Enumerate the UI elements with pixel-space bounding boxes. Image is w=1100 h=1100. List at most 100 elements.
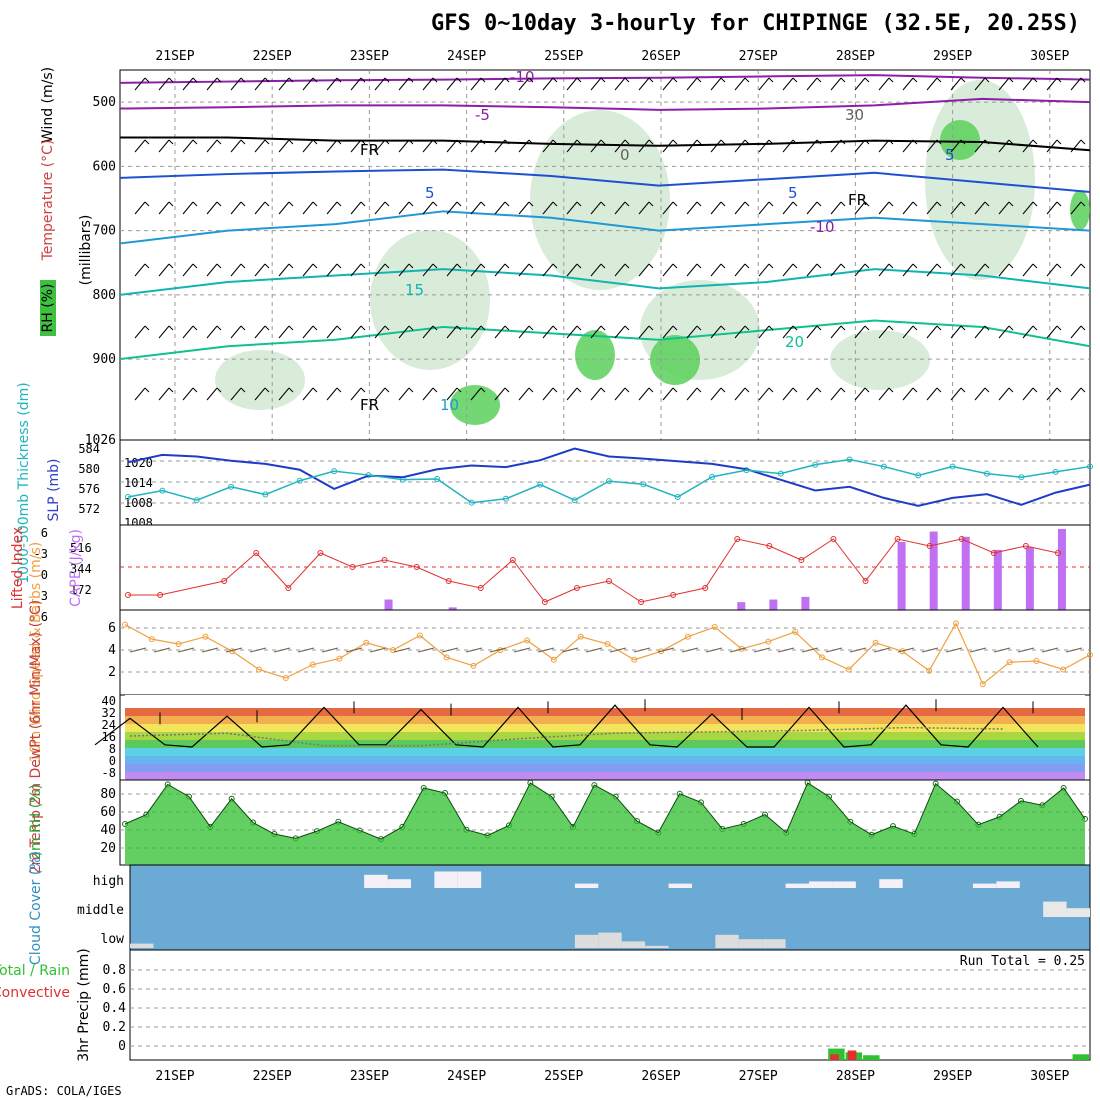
upper-wind-barb-flag [192,201,198,207]
isotherm-label: FR [360,141,379,159]
upper-wind-barb [638,201,650,215]
precip-tick: 0.6 [103,982,126,997]
upper-wind-barb [758,201,770,215]
upper-wind-barb-flag [312,139,318,145]
upper-wind-barb [398,139,410,153]
upper-wind-barb [926,263,938,277]
upper-wind-barb-flag [408,139,414,145]
temp-band [125,740,1085,748]
upper-wind-barb [230,325,242,339]
lifted-point [670,592,677,598]
upper-wind-barb [974,77,986,91]
upper-wind-barb-flag [264,77,270,83]
upper-wind-barb-flag [600,325,606,331]
lifted-tick: 0 [41,568,48,582]
upper-wind-barb [638,325,650,339]
surface-wind-barb [729,647,747,653]
upper-wind-barb-flag [720,263,726,269]
upper-wind-barb [422,139,434,153]
isotherm-20 [119,319,1091,361]
upper-wind-barb-flag [936,263,942,269]
upper-wind-barb-flag [552,387,558,393]
upper-wind-barb [446,263,458,277]
upper-wind-barb [854,387,866,401]
cape-tick: 516 [70,541,92,555]
bottom-date-tick: 24SEP [447,1069,486,1084]
upper-wind-barb [158,139,170,153]
upper-wind-barb [302,387,314,401]
upper-wind-barb [182,387,194,401]
surface-wind-barb [177,647,195,653]
upper-wind-barb-flag [816,139,822,145]
upper-wind-barb-flag [960,77,966,83]
temp-tick: 32 [102,706,116,720]
upper-wind-barb-flag [312,201,318,207]
temp-tick: 0 [109,754,116,768]
surface-wind-barb [321,647,339,653]
upper-wind-barb-flag [912,77,918,83]
bottom-date-tick: 30SEP [1030,1069,1069,1084]
rh-line [124,782,1086,840]
upper-wind-barb [758,139,770,153]
upper-wind-barb-flag [504,325,510,331]
surface-wind-barb [633,647,651,653]
upper-wind-barb [662,201,674,215]
upper-wind-barb [254,77,266,91]
isotherm-label: FR [848,191,867,209]
upper-wind-barb [518,263,530,277]
upper-wind-barb [206,201,218,215]
upper-wind-barb [422,325,434,339]
isotherm-label: FR [360,396,379,414]
upper-wind-barb [566,201,578,215]
upper-wind-barb-flag [216,325,222,331]
upper-wind-barb-flag [744,77,750,83]
cloud-low-bar [645,945,669,948]
upper-wind-barb [470,77,482,91]
upper-wind-barb-flag [864,387,870,393]
upper-wind-barb [302,201,314,215]
upper-wind-barb-flag [768,139,774,145]
upper-wind-barb-flag [576,263,582,269]
wind-point [818,654,825,661]
temp-axis-label: 2m Temp 2m DewPt (6hr Min/Max) (°C) [28,600,44,875]
upper-wind-barb-flag [600,139,606,145]
upper-wind-barb [542,201,554,215]
upper-wind-barb [710,201,722,215]
upper-wind-barb [902,77,914,91]
isotherm-FR [120,136,1091,152]
upper-wind-barb [734,325,746,339]
thickness-axis-label: 1000-500mb Thickness (dm) [16,382,32,583]
upper-wind-barb-flag [816,387,822,393]
upper-wind-barb [398,387,410,401]
upper-wind-barb [518,325,530,339]
lifted-point [413,564,420,570]
upper-wind-barb [1070,263,1082,277]
top-date-tick: 27SEP [739,49,778,64]
upper-wind-barb-flag [360,139,366,145]
cape-bar [448,607,457,610]
upper-wind-barb [1046,77,1058,91]
upper-wind-barb [806,387,818,401]
upper-wind-barb-flag [744,387,750,393]
upper-wind-barb-flag [456,201,462,207]
credit-label: GrADS: COLA/IGES [6,1084,122,1098]
thickness-line [127,447,1091,507]
cloud-high-bar [668,883,692,888]
surface-wind-barb [465,647,483,653]
upper-wind-barb [734,263,746,277]
rh-core-3 [1070,190,1090,230]
cloud-high-bar [434,871,458,888]
upper-wind-barb [998,387,1010,401]
surface-wind-barb [897,647,915,653]
cloud-high-bar [879,879,903,888]
upper-wind-barb [1070,77,1082,91]
upper-wind-barb-flag [840,325,846,331]
upper-wind-barb [230,263,242,277]
upper-wind-barb [566,77,578,91]
upper-wind-barb-flag [384,77,390,83]
upper-wind-barb [806,139,818,153]
upper-wind-barb-flag [384,387,390,393]
upper-wind-barb [398,263,410,277]
upper-wind-barb-flag [528,387,534,393]
